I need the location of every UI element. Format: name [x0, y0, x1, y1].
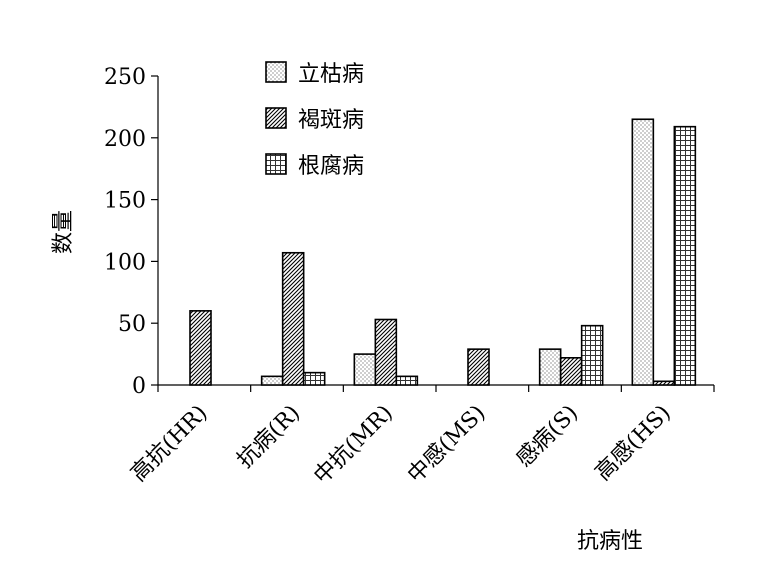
- bar-2-1: [189, 310, 212, 386]
- category-label: 高抗(HR): [126, 401, 212, 487]
- category-label: 高感(HS): [591, 401, 676, 486]
- category-label: 感病(S): [512, 401, 584, 473]
- y-tick-label: 0: [132, 374, 146, 399]
- bar-1-2: [260, 375, 284, 386]
- y-tick-label: 100: [104, 250, 146, 275]
- bar-2-4: [467, 348, 490, 386]
- bar-1-6: [631, 118, 655, 386]
- bar-2-5: [559, 357, 583, 386]
- legend-swatch-3: [265, 153, 287, 175]
- bars: [189, 118, 697, 386]
- category-label: 中抗(MR): [309, 401, 398, 490]
- y-tick-label: 150: [104, 189, 146, 214]
- bar-1-5: [538, 348, 562, 386]
- y-tick-label: 50: [118, 312, 146, 337]
- category-label: 中感(MS): [403, 401, 491, 489]
- bar-3-5: [580, 324, 604, 386]
- y-tick-label: 250: [104, 65, 146, 90]
- y-axis-title: 数量: [51, 210, 76, 254]
- bar-3-3: [395, 375, 419, 386]
- legend-swatch-1: [265, 61, 287, 83]
- category-label: 抗病(R): [233, 401, 306, 474]
- axes: [151, 75, 715, 392]
- bar-3-2: [302, 371, 326, 386]
- bar-3-6: [673, 125, 697, 386]
- y-tick-label: 200: [104, 127, 146, 152]
- legend-label-3: 根腐病: [298, 154, 364, 179]
- legend-label-2: 褐斑病: [298, 108, 364, 133]
- bar-2-3: [374, 318, 398, 386]
- legend-swatch-2: [265, 107, 287, 129]
- bar-2-2: [281, 251, 305, 386]
- legend-label-1: 立枯病: [298, 62, 364, 87]
- bar-1-3: [353, 353, 377, 386]
- x-axis-title: 抗病性: [577, 529, 643, 554]
- axis-labels: 0 50 100 150 200 250 高抗(HR) 抗病(R) 中抗(MR) 中感(MS) 感病…: [104, 65, 676, 489]
- bar-2-6: [652, 380, 676, 386]
